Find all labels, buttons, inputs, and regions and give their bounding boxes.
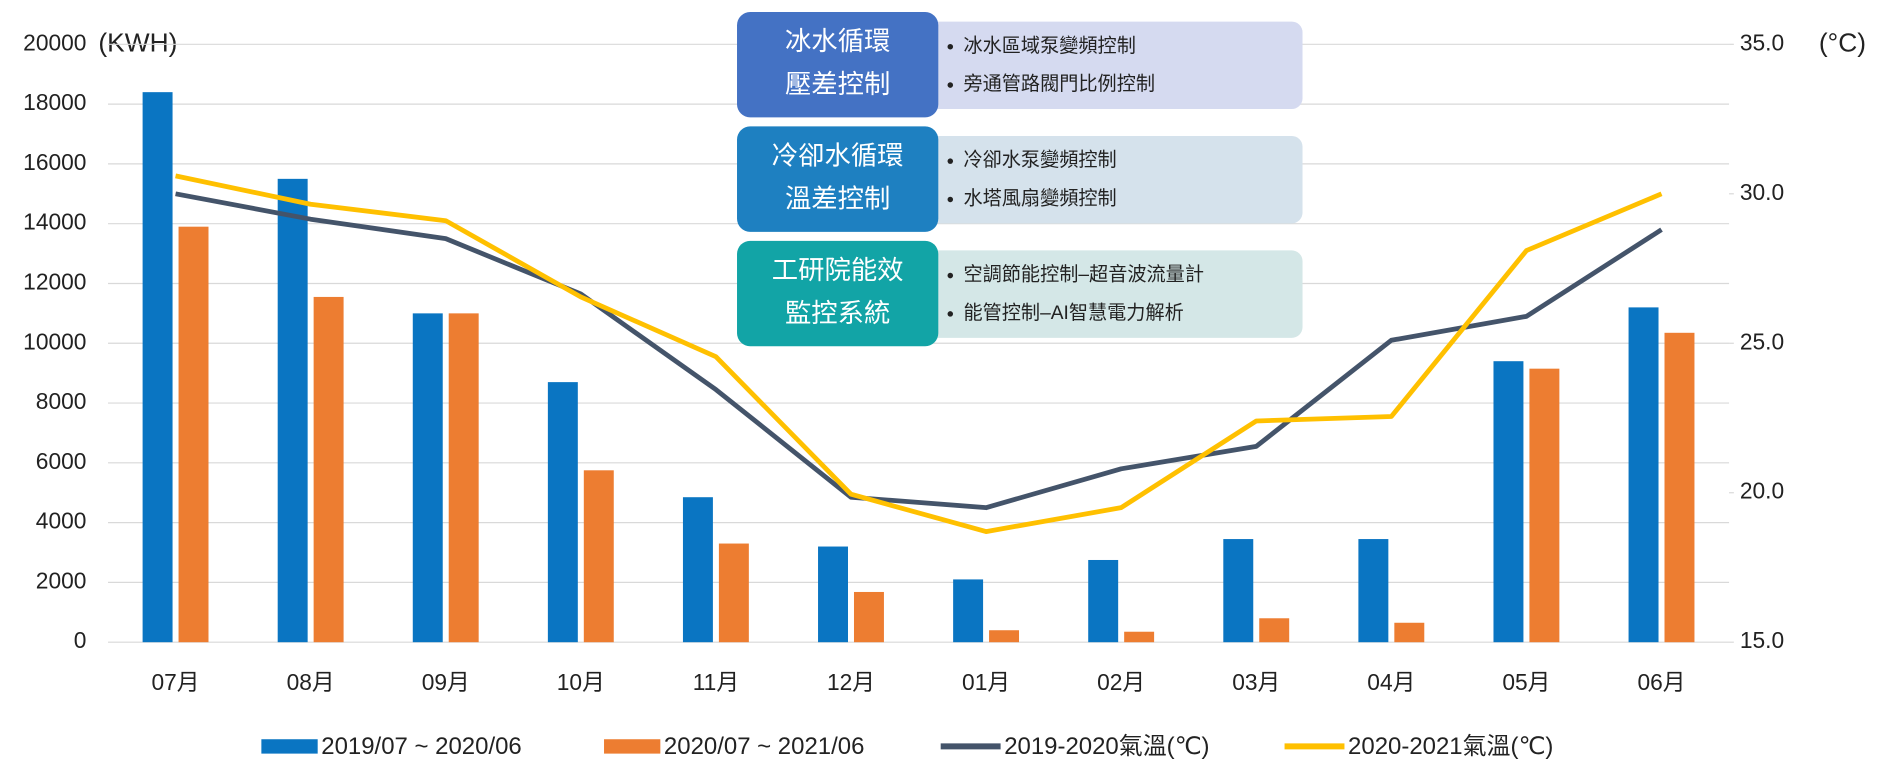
bar — [989, 630, 1020, 643]
info-box-body — [922, 250, 1303, 338]
x-tick-label: 05月 — [1502, 669, 1550, 695]
bar — [1664, 332, 1695, 643]
bullet — [947, 158, 954, 164]
info-box-title: 監控系統 — [785, 298, 890, 328]
y-tick-label: 0 — [74, 627, 87, 653]
x-tick-label: 01月 — [962, 669, 1010, 695]
legend-label: 2020-2021氣溫(℃) — [1348, 733, 1553, 760]
legend-label: 2019/07 ~ 2020/06 — [321, 733, 521, 760]
line — [175, 191, 1663, 511]
info-box-item: 旁通管路閥門比例控制 — [963, 73, 1155, 95]
info-box-item: 冰水區域泵變頻控制 — [963, 35, 1135, 57]
bar — [682, 497, 713, 643]
info-box-item: 空調節能控制–超音波流量計 — [963, 264, 1204, 286]
legend-label: 2020/07 ~ 2021/06 — [664, 733, 864, 760]
info-box-title-bg — [737, 126, 939, 232]
bar — [448, 313, 479, 643]
y-tick-label: 16000 — [23, 149, 86, 175]
bar — [818, 546, 848, 643]
x-tick-label: 02月 — [1097, 669, 1145, 695]
info-box-title-bg — [737, 11, 939, 118]
info-box-body — [922, 135, 1303, 224]
y-tick-label: 18000 — [23, 89, 86, 115]
y-tick-label: 4000 — [36, 508, 87, 534]
x-tick-label: 11月 — [693, 669, 739, 695]
y-unit: (KWH) — [98, 27, 177, 57]
info-box-title: 工研院能效 — [772, 255, 904, 285]
bar — [1124, 631, 1155, 643]
bar — [313, 296, 344, 643]
y2-tick-label: 25.0 — [1740, 328, 1784, 354]
info-box-title-bg — [737, 240, 939, 347]
info-box-item: 能管控制–AI智慧電力解析 — [963, 302, 1183, 324]
x-tick-label: 04月 — [1367, 669, 1415, 695]
bar — [1223, 539, 1254, 643]
bar — [1628, 307, 1659, 643]
x-tick-label: 10月 — [557, 669, 605, 695]
info-box-title: 冰水循環 — [785, 26, 890, 56]
legend-swatch — [604, 739, 661, 754]
y-tick-label: 8000 — [36, 388, 87, 414]
x-tick-label: 09月 — [422, 669, 470, 695]
y-tick-label: 14000 — [23, 209, 86, 235]
y2-tick-label: 30.0 — [1740, 179, 1784, 205]
bar — [142, 92, 173, 643]
bar — [277, 178, 308, 643]
bar — [1493, 361, 1524, 643]
y-tick-label: 20000 — [23, 29, 86, 55]
bar — [178, 226, 209, 643]
bar — [1088, 559, 1119, 643]
info-box-body — [922, 21, 1303, 110]
y2-tick-label: 35.0 — [1740, 29, 1784, 55]
x-tick-label: 06月 — [1637, 669, 1685, 695]
info-box-title: 壓差控制 — [785, 69, 890, 99]
bar — [583, 470, 614, 643]
y2-unit: (°C) — [1819, 27, 1866, 57]
bullet — [947, 82, 954, 88]
legend-label: 2019-2020氣溫(℃) — [1004, 733, 1209, 760]
bar — [953, 579, 984, 643]
y-tick-label: 12000 — [23, 268, 86, 294]
bullet — [947, 43, 954, 50]
line — [175, 173, 1663, 534]
bar — [1259, 618, 1290, 643]
bar — [412, 313, 443, 643]
y-tick-label: 10000 — [23, 328, 86, 354]
bullet — [947, 311, 954, 317]
y2-tick-label: 15.0 — [1740, 627, 1784, 653]
bar — [718, 543, 749, 643]
y-tick-label: 6000 — [36, 448, 87, 474]
bar — [853, 591, 884, 643]
y-tick-label: 2000 — [36, 567, 87, 593]
x-tick-label: 08月 — [287, 669, 335, 695]
bar — [1394, 622, 1425, 643]
bar — [1529, 368, 1560, 643]
info-box-title: 冷卻水循環 — [772, 141, 904, 171]
info-box-item: 水塔風扇變頻控制 — [963, 188, 1116, 210]
x-tick-label: 03月 — [1232, 669, 1280, 695]
x-tick-label: 07月 — [152, 669, 200, 695]
info-box-title: 溫差控制 — [785, 184, 890, 214]
bar — [1358, 539, 1389, 643]
y2-tick-label: 20.0 — [1740, 478, 1784, 504]
legend-swatch — [261, 739, 318, 754]
bullet — [947, 196, 954, 203]
x-tick-label: 12月 — [827, 669, 875, 695]
bar — [547, 382, 578, 643]
bullet — [947, 272, 954, 279]
info-box-item: 冷卻水泵變頻控制 — [963, 149, 1116, 171]
